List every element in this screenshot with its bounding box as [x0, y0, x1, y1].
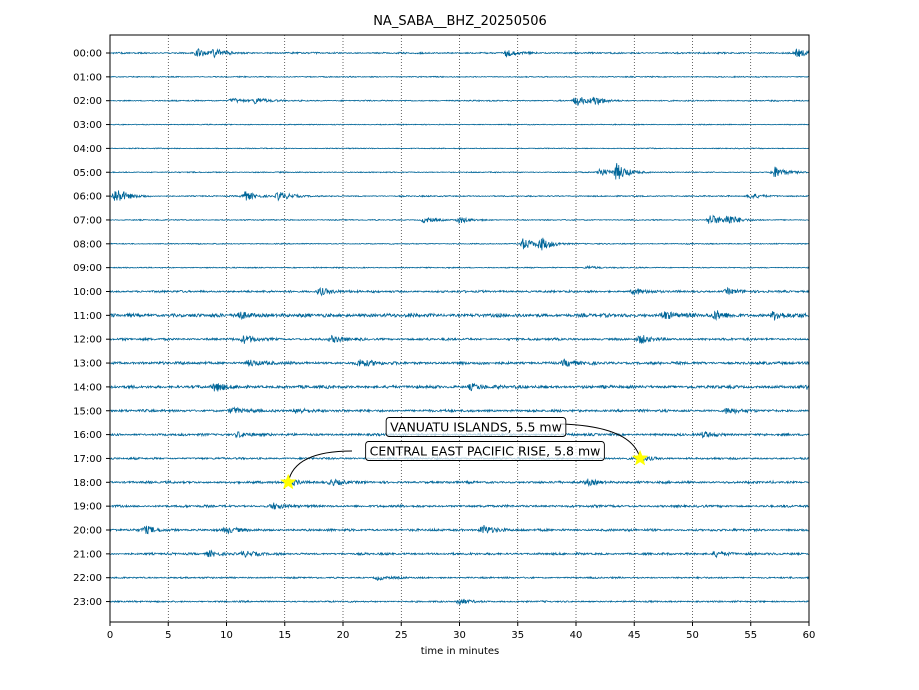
annotation-text: VANUATU ISLANDS, 5.5 mw: [390, 420, 562, 435]
y-tick-label: 05:00: [73, 168, 102, 179]
x-tick-label: 50: [686, 630, 699, 641]
y-tick-label: 12:00: [73, 335, 102, 346]
trace-0100: [109, 75, 810, 79]
y-tick-label: 20:00: [73, 526, 102, 537]
y-tick-label: 17:00: [73, 454, 102, 465]
trace-0800: [109, 237, 810, 251]
annotation-curve: [559, 423, 641, 459]
y-tick-label: 00:00: [73, 49, 102, 60]
trace-0400: [109, 147, 810, 150]
y-axis-ticks: 00:00 01:00 02:00 03:00 04:00 05:00 06:00 07:00…: [73, 49, 110, 608]
trace-2100: [109, 549, 810, 559]
y-tick-label: 07:00: [73, 215, 102, 226]
event-markers: [279, 449, 649, 490]
annotation-box: [385, 417, 567, 437]
x-axis-label: time in minutes: [421, 646, 500, 657]
y-tick-label: 22:00: [73, 573, 102, 584]
x-tick-label: 30: [453, 630, 466, 641]
annotation-text: CENTRAL EAST PACIFIC RISE, 5.8 mw: [370, 444, 601, 459]
event-star-marker: [279, 473, 297, 490]
annotation-label-box: CENTRAL EAST PACIFIC RISE, 5.8 mw: [365, 441, 605, 461]
y-tick-label: 04:00: [73, 144, 102, 155]
seismic-traces: [109, 48, 810, 606]
x-tick-label: 60: [803, 630, 816, 641]
y-tick-label: 21:00: [73, 549, 102, 560]
trace-1200: [109, 334, 810, 344]
y-tick-label: 23:00: [73, 597, 102, 608]
annotation-boxes: VANUATU ISLANDS, 5.5 mw CENTRAL EAST PACI…: [365, 417, 605, 461]
y-tick-label: 18:00: [73, 478, 102, 489]
trace-0300: [109, 123, 810, 126]
x-tick-label: 35: [511, 630, 524, 641]
trace-0200: [109, 96, 810, 106]
event-star-marker: [631, 449, 649, 466]
y-tick-label: 15:00: [73, 406, 102, 417]
trace-2200: [109, 575, 810, 581]
x-tick-label: 25: [395, 630, 408, 641]
x-tick-label: 40: [570, 630, 583, 641]
chart-title: NA_SABA__BHZ_20250506: [373, 14, 547, 29]
trace-2000: [109, 525, 810, 535]
y-tick-label: 19:00: [73, 502, 102, 513]
x-tick-label: 10: [220, 630, 233, 641]
x-tick-label: 55: [744, 630, 757, 641]
trace-0900: [109, 264, 810, 270]
trace-1000: [109, 286, 810, 297]
x-tick-label: 45: [628, 630, 641, 641]
annotation-curve: [287, 450, 353, 483]
trace-1500: [109, 406, 810, 415]
y-tick-label: 06:00: [73, 192, 102, 203]
y-tick-label: 13:00: [73, 359, 102, 370]
y-tick-label: 01:00: [73, 72, 102, 83]
trace-0700: [109, 214, 810, 225]
y-tick-label: 08:00: [73, 239, 102, 250]
x-tick-label: 0: [107, 630, 113, 641]
y-tick-label: 03:00: [73, 120, 102, 131]
x-tick-label: 5: [165, 630, 171, 641]
trace-0000: [109, 48, 810, 59]
trace-1100: [109, 310, 810, 321]
trace-0600: [109, 190, 810, 202]
trace-1900: [109, 502, 810, 510]
y-tick-label: 11:00: [73, 311, 102, 322]
trace-1800: [109, 478, 810, 488]
trace-1300: [110, 358, 810, 367]
annotation-label-box: VANUATU ISLANDS, 5.5 mw: [385, 417, 567, 437]
y-tick-label: 16:00: [73, 430, 102, 441]
y-tick-label: 02:00: [73, 96, 102, 107]
annotation-box: [365, 441, 605, 461]
y-tick-label: 14:00: [73, 382, 102, 393]
y-tick-label: 10:00: [73, 287, 102, 298]
annotation-curves: [287, 423, 641, 483]
trace-0500: [109, 163, 810, 180]
trace-2300: [109, 598, 810, 606]
x-axis-ticks: 0 5 10 15 20 25 30 35 40 45 50 55 60: [107, 622, 816, 641]
y-tick-label: 09:00: [73, 263, 102, 274]
grid-lines: [167, 35, 752, 622]
x-tick-label: 15: [278, 630, 291, 641]
trace-1400: [109, 382, 810, 392]
x-tick-label: 20: [337, 630, 350, 641]
